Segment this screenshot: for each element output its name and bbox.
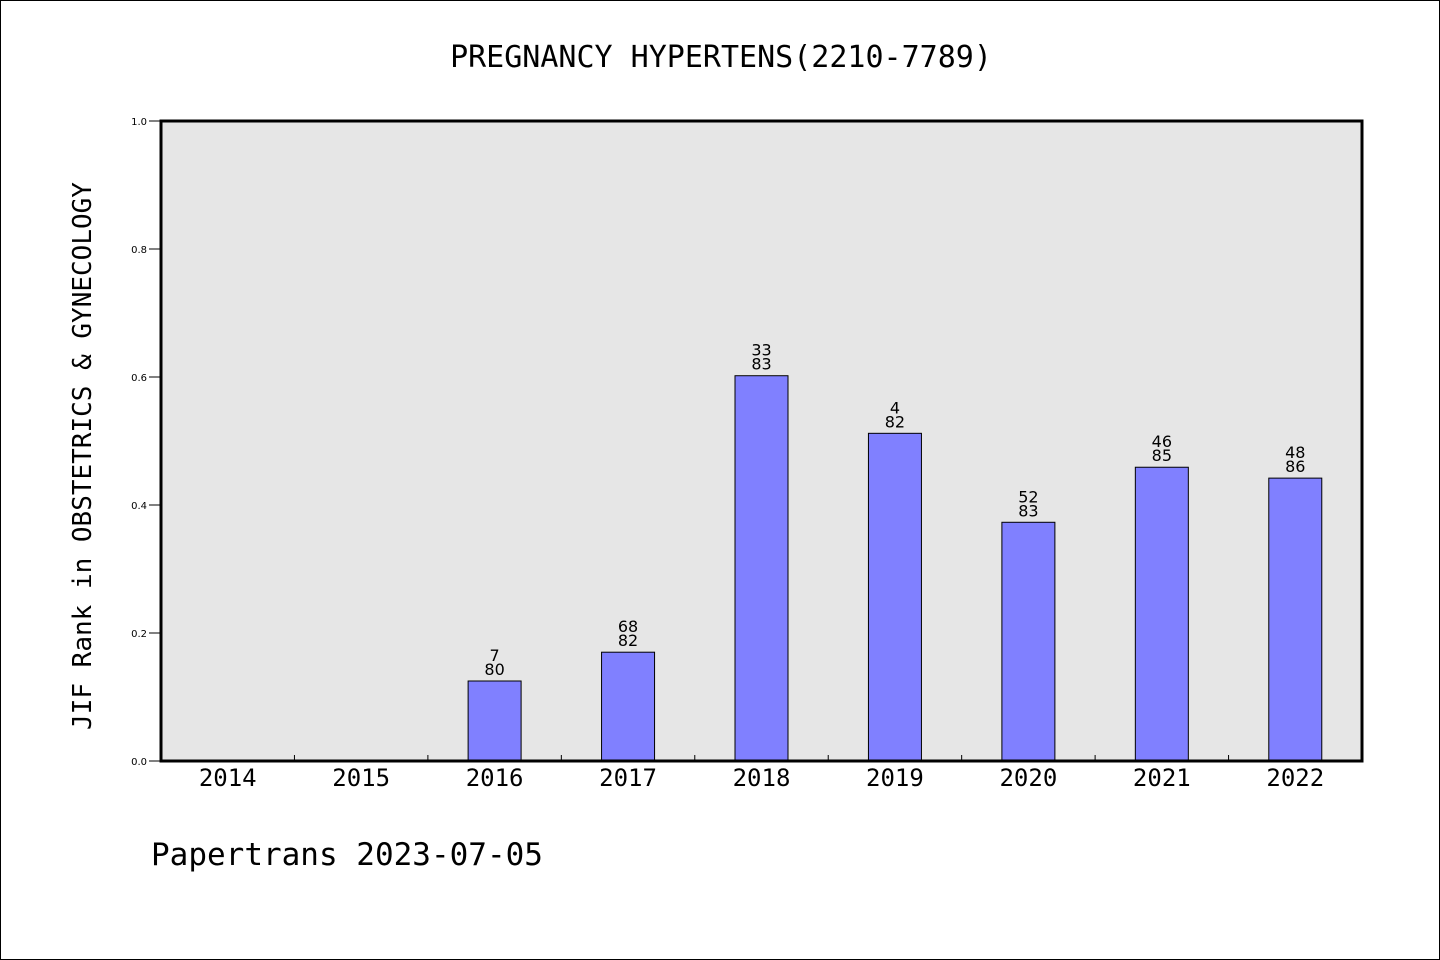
x-tick-label-2014: 2014 <box>199 764 257 792</box>
data-label-rank-2020: 52 <box>1018 487 1038 506</box>
x-tick-label-2019: 2019 <box>866 764 924 792</box>
chart-title: PREGNANCY HYPERTENS(2210-7789) <box>450 40 992 75</box>
bar-2018 <box>734 375 789 762</box>
data-label-rank-2017: 68 <box>618 617 638 636</box>
bar-2017 <box>601 651 656 762</box>
data-label-total-2016: 80 <box>484 660 504 679</box>
x-tick-label-2022: 2022 <box>1266 764 1324 792</box>
bar-2021 <box>1134 466 1189 762</box>
bars-group <box>467 375 1323 762</box>
bar-2022 <box>1268 477 1323 762</box>
data-label-rank-2021: 46 <box>1152 432 1172 451</box>
y-tick-label: 0.8 <box>131 245 147 256</box>
footer-text: Papertrans 2023-07-05 <box>151 837 543 873</box>
x-tick-label-2016: 2016 <box>466 764 524 792</box>
data-label-rank-2018: 33 <box>751 341 771 360</box>
y-tick-label: 0.4 <box>131 501 147 512</box>
data-label-total-2019: 82 <box>885 412 905 431</box>
y-axis-label: JIF Rank in OBSTETRICS & GYNECOLOGY <box>68 182 98 730</box>
y-tick-label: 0.2 <box>131 629 147 640</box>
y-tick-label: 1.0 <box>131 117 147 128</box>
data-label-rank-2019: 4 <box>890 398 900 417</box>
x-axis: 2014 2015 2016 2017 2018 2019 2020 2021 2022 <box>199 755 1324 792</box>
data-label-total-2018: 83 <box>751 355 771 374</box>
plot-frame <box>159 119 1364 763</box>
data-label-total-2017: 82 <box>618 631 638 650</box>
data-label-rank-2022: 48 <box>1285 443 1305 462</box>
data-label-total-2020: 83 <box>1018 501 1038 520</box>
data-label-total-2022: 86 <box>1285 457 1305 476</box>
data-label-rank-2016: 7 <box>490 646 500 665</box>
data-label-total-2021: 85 <box>1152 446 1172 465</box>
y-tick-label: 0.6 <box>131 373 147 384</box>
bar-2016 <box>467 680 522 762</box>
bar-2020 <box>1001 521 1056 762</box>
x-tick-label-2020: 2020 <box>999 764 1057 792</box>
x-tick-label-2018: 2018 <box>733 764 791 792</box>
x-tick-label-2017: 2017 <box>599 764 657 792</box>
x-tick-label-2021: 2021 <box>1133 764 1191 792</box>
y-axis: 0.0 0.2 0.4 0.6 0.8 1.0 <box>131 117 161 768</box>
bar-2019 <box>867 432 922 762</box>
y-tick-label: 0.0 <box>131 757 147 768</box>
x-tick-label-2015: 2015 <box>332 764 390 792</box>
